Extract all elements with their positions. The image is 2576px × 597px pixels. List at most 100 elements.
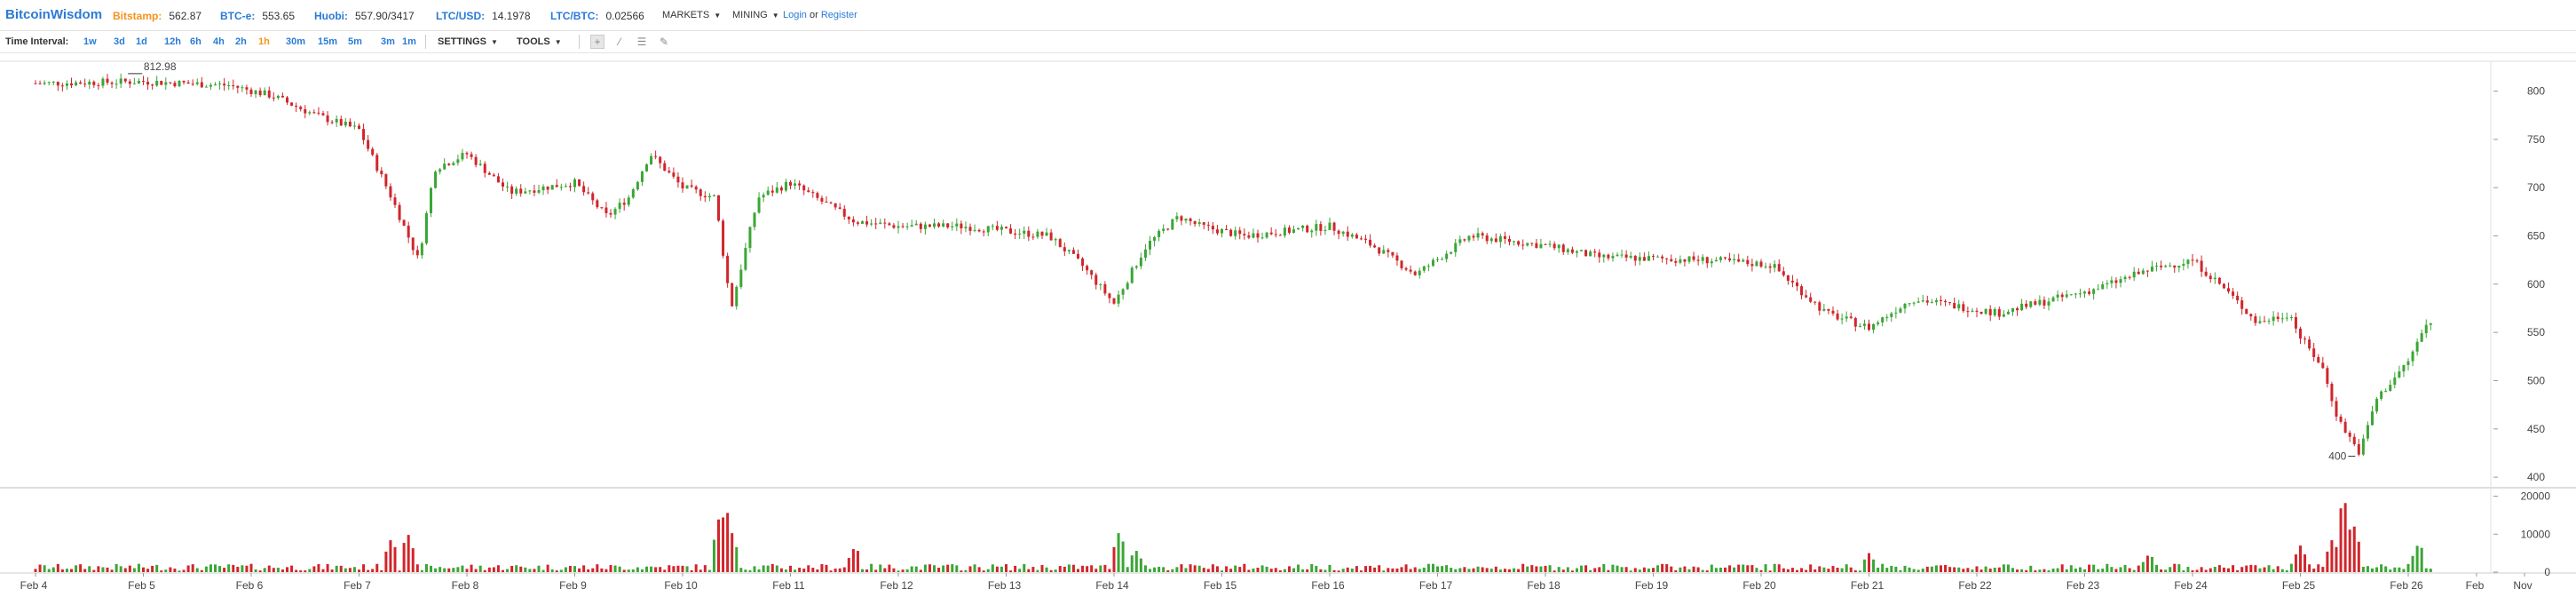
- line-icon[interactable]: ⁄: [618, 36, 620, 48]
- interval-1d[interactable]: 1d: [136, 36, 147, 47]
- markets-menu[interactable]: MARKETS ▼: [662, 10, 721, 20]
- register-link[interactable]: Register: [820, 10, 857, 20]
- volume-bar: [622, 569, 626, 572]
- volume-bar: [267, 565, 271, 572]
- candle-body: [214, 84, 217, 86]
- candle-body: [1805, 295, 1808, 298]
- ticker-item[interactable]: LTC/BTC: 0.02566: [550, 10, 644, 22]
- volume-bar: [1868, 553, 1870, 572]
- candle-body: [564, 186, 567, 187]
- volume-bar: [834, 569, 837, 572]
- interval-2h[interactable]: 2h: [235, 36, 247, 47]
- volume-bar: [2191, 569, 2194, 572]
- candle-body: [312, 112, 316, 114]
- horizontal-lines-icon[interactable]: ☰: [636, 36, 647, 48]
- interval-3d[interactable]: 3d: [114, 36, 125, 47]
- volume-bar: [2343, 503, 2347, 572]
- candle-body: [1633, 256, 1637, 261]
- candle-body: [1238, 230, 1242, 235]
- volume-bar: [604, 569, 608, 572]
- volume-bar: [1485, 568, 1489, 572]
- candle-body: [470, 154, 473, 157]
- volume-bar: [1930, 566, 1933, 572]
- volume-bar: [1530, 565, 1534, 572]
- volume-bar: [1238, 567, 1242, 572]
- chevron-down-icon: ▼: [554, 38, 562, 46]
- volume-bar: [335, 565, 338, 572]
- candle-body: [685, 185, 689, 189]
- candle-body: [101, 78, 105, 86]
- candle-body: [825, 202, 828, 203]
- settings-menu[interactable]: SETTINGS ▼: [438, 36, 498, 47]
- candle-body: [668, 171, 671, 173]
- login-link[interactable]: Login: [783, 10, 807, 20]
- candle-body: [766, 190, 770, 195]
- volume-bar: [496, 565, 500, 572]
- candle-body: [2415, 341, 2419, 352]
- interval-1m[interactable]: 1m: [402, 36, 416, 47]
- volume-bar: [115, 563, 118, 572]
- interval-15m[interactable]: 15m: [318, 36, 338, 47]
- interval-30m[interactable]: 30m: [286, 36, 306, 47]
- volume-bar: [757, 569, 761, 572]
- ticker-item[interactable]: Huobi: 557.90/3417: [314, 10, 415, 22]
- volume-bar: [2137, 565, 2140, 572]
- candle-body: [1790, 281, 1794, 283]
- volume-bar: [1750, 565, 1754, 572]
- candle-body: [1229, 229, 1233, 236]
- interval-6h[interactable]: 6h: [190, 36, 201, 47]
- mining-menu[interactable]: MINING ▼: [732, 10, 779, 20]
- interval-3m[interactable]: 3m: [381, 36, 395, 47]
- pen-icon[interactable]: ✎: [659, 36, 669, 48]
- volume-bar: [393, 546, 397, 572]
- volume-bar: [424, 563, 428, 572]
- volume-bar: [1503, 569, 1506, 572]
- candle-body: [241, 87, 244, 89]
- candle-body: [1067, 250, 1071, 251]
- ticker-item[interactable]: Bitstamp: 562.87: [113, 10, 201, 22]
- volume-bar: [1944, 564, 1948, 572]
- volume-bar: [2123, 564, 2127, 572]
- candle-body: [1840, 318, 1844, 320]
- ticker-item[interactable]: BTC-e: 553.65: [220, 10, 295, 22]
- candle-body: [2335, 401, 2338, 417]
- volume-bar: [775, 565, 778, 572]
- interval-1h[interactable]: 1h: [258, 36, 270, 47]
- volume-bar: [2002, 564, 2005, 572]
- volume-bar: [1925, 566, 1929, 572]
- candle-body: [1166, 228, 1170, 230]
- interval-4h[interactable]: 4h: [213, 36, 225, 47]
- volume-bar: [1009, 570, 1013, 572]
- candle-body: [51, 82, 55, 84]
- interval-5m[interactable]: 5m: [348, 36, 362, 47]
- interval-12h[interactable]: 12h: [164, 36, 181, 47]
- volume-bar: [43, 565, 46, 572]
- volume-bar: [960, 570, 963, 572]
- volume-bar: [982, 570, 985, 572]
- interval-1w[interactable]: 1w: [83, 36, 97, 47]
- volume-bar: [681, 565, 684, 572]
- candle-body: [541, 186, 545, 191]
- volume-bar: [1149, 569, 1151, 572]
- volume-bar: [1679, 567, 1682, 572]
- candle-body: [2227, 288, 2230, 292]
- ticker-item[interactable]: LTC/USD: 14.1978: [436, 10, 531, 22]
- volume-bar: [825, 564, 828, 572]
- volume-bar: [685, 566, 689, 572]
- price-chart[interactable]: 400 450 500 550 600 650 700 750 800 0 10000 20000 Fe…: [0, 53, 2576, 597]
- volume-bar: [452, 568, 455, 572]
- volume-bar: [164, 569, 168, 572]
- volume-bar: [1121, 541, 1125, 572]
- crosshair-icon[interactable]: +: [590, 35, 604, 49]
- volume-bar: [879, 564, 882, 572]
- volume-bar: [1962, 569, 1965, 572]
- tools-menu[interactable]: TOOLS ▼: [517, 36, 562, 47]
- ticker-value: 14.1978: [492, 10, 531, 22]
- volume-bar: [2240, 567, 2244, 572]
- volume-bar: [1184, 568, 1188, 572]
- candle-body: [1337, 230, 1340, 235]
- candle-body: [1629, 256, 1632, 258]
- candle-body: [119, 78, 122, 84]
- app-logo[interactable]: BitcoinWisdom: [5, 7, 103, 22]
- volume-bar: [2186, 567, 2190, 572]
